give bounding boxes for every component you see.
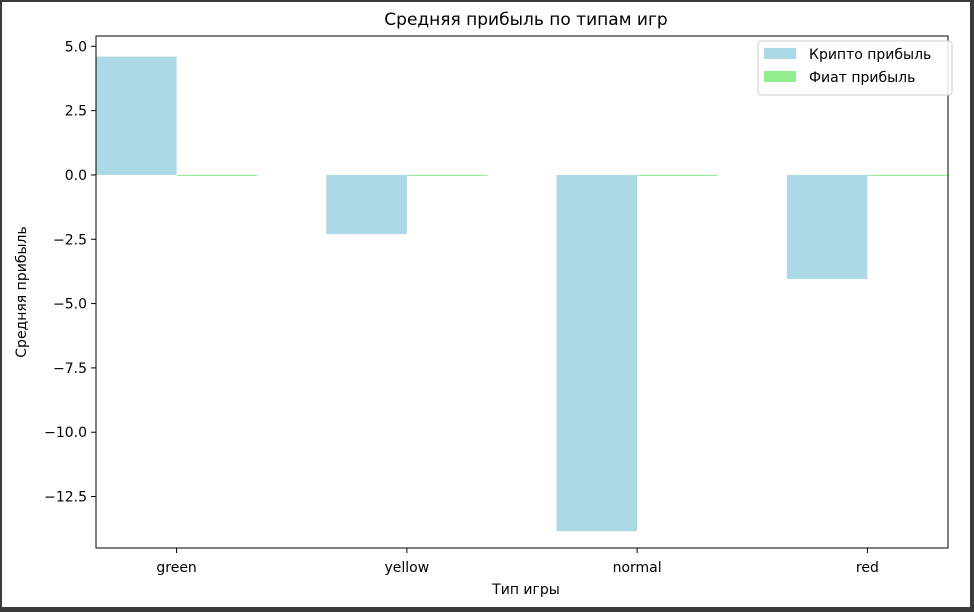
bar-crypto-normal	[556, 174, 638, 532]
y-tick-label: −10.0	[44, 425, 87, 441]
y-tick-label: −12.5	[44, 490, 87, 506]
bar-fiat-green	[176, 174, 258, 176]
legend-box	[757, 40, 953, 96]
y-tick-label: −7.5	[53, 361, 87, 377]
bar-fiat-red	[867, 174, 948, 176]
y-axis-label: Средняя прибыль	[14, 226, 30, 357]
legend: Крипто прибыль Фиат прибыль	[757, 40, 953, 96]
bar-crypto-red	[786, 174, 868, 280]
y-tick-label: 2.5	[65, 104, 87, 120]
x-axis-label: Тип игры	[491, 582, 560, 598]
y-tick-label: −5.0	[53, 297, 87, 313]
x-tick-label-green: green	[156, 560, 196, 576]
y-tick-label: −2.5	[53, 232, 87, 248]
legend-label-fiat: Фиат прибыль	[809, 70, 915, 86]
chart-title: Средняя прибыль по типам игр	[384, 10, 667, 30]
legend-label-crypto: Крипто прибыль	[809, 47, 931, 63]
bars-group	[96, 56, 948, 532]
bar-fiat-yellow	[406, 174, 488, 176]
y-axis-ticks: 5.0 2.5 0.0 −2.5 −5.0 −7.5 −10.0 −12.5	[44, 39, 96, 506]
bar-fiat-normal	[637, 174, 718, 176]
x-axis-ticks: green yellow normal red	[156, 548, 879, 576]
x-tick-label-yellow: yellow	[385, 560, 430, 576]
y-tick-label: 0.0	[65, 168, 87, 184]
bar-crypto-yellow	[326, 174, 407, 235]
legend-swatch-crypto	[764, 48, 796, 59]
bar-crypto-green	[96, 56, 177, 175]
x-tick-label-normal: normal	[613, 560, 662, 576]
plot-area-frame	[95, 35, 949, 549]
legend-swatch-fiat	[764, 71, 796, 82]
x-tick-label-red: red	[856, 560, 879, 576]
y-tick-label: 5.0	[65, 39, 87, 55]
